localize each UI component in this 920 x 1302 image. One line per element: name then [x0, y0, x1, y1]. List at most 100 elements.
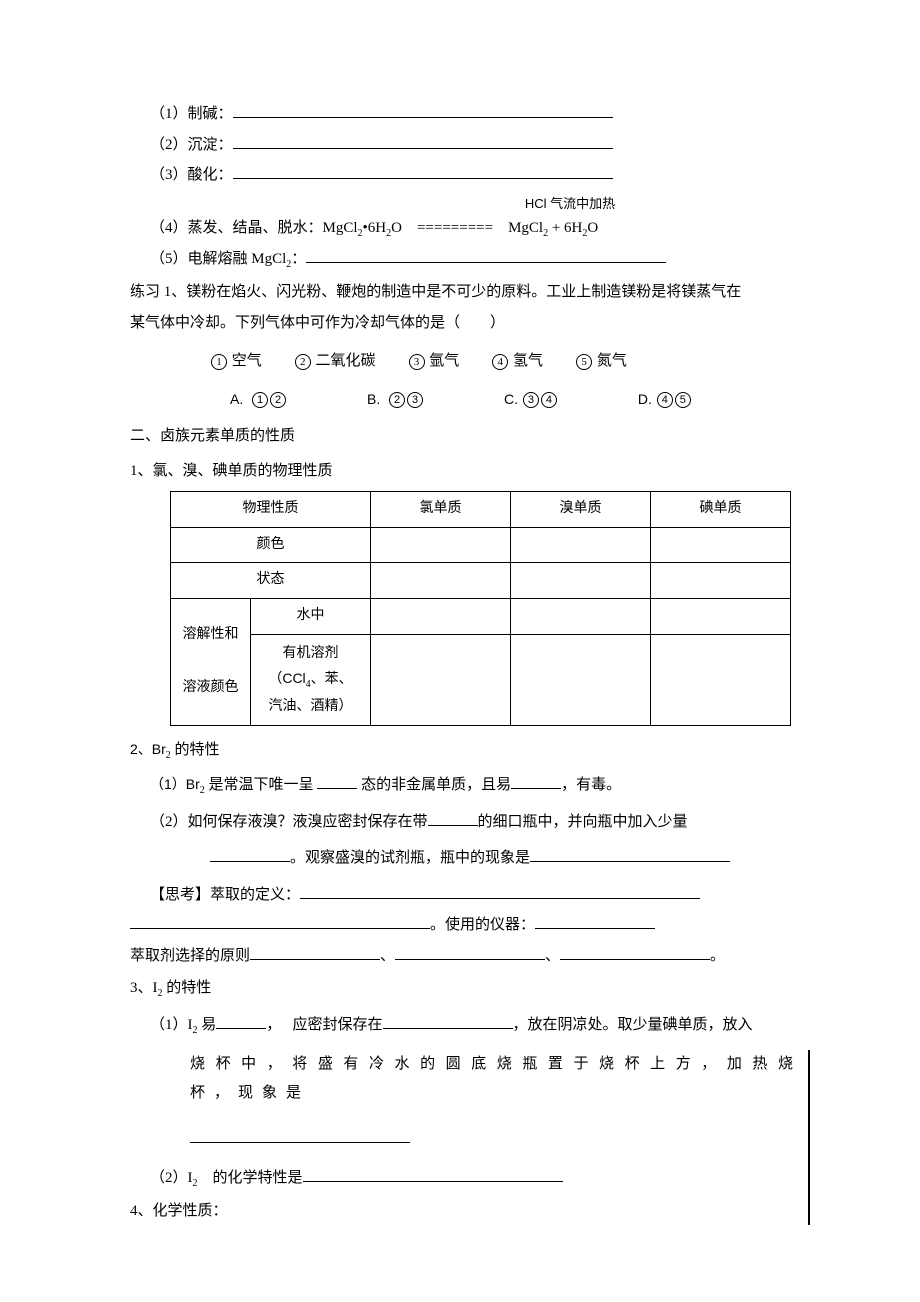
i2-m: 的化学特性是 [198, 1170, 303, 1186]
tr-o2p: （CCl [268, 670, 305, 686]
circ-3: 3 [409, 354, 425, 370]
i1-p: （1）I [150, 1017, 193, 1033]
ans-d-c1: 4 [657, 392, 673, 408]
ans-d[interactable]: D. 45 [638, 386, 692, 413]
think-l: 【思考】萃取的定义： [150, 887, 300, 903]
ans-a-l: A. [230, 391, 243, 407]
q5-blank[interactable] [306, 247, 666, 264]
optl-5: 氮气 [597, 353, 627, 369]
extract: 萃取剂选择的原则 、 、 。 [130, 942, 810, 971]
br2b-b2[interactable] [530, 846, 730, 863]
br1-m2: 态的非金属单质，且易 [357, 777, 511, 793]
circ-1: 1 [211, 354, 227, 370]
i2-p: （2）I [150, 1170, 193, 1186]
ans-a-c1: 1 [252, 392, 268, 408]
sec4: 4、化学性质： [130, 1197, 802, 1226]
ans-a[interactable]: A. 12 [230, 386, 287, 413]
ans-b-c1: 2 [389, 392, 405, 408]
tr-o3: 汽油、酒精） [255, 694, 366, 719]
cell[interactable] [371, 634, 511, 725]
ext-b2[interactable] [395, 943, 545, 960]
table-row: 颜色 [171, 527, 791, 563]
tr-o1: 有机溶剂 [255, 641, 366, 666]
opt-2: 2 二氧化碳 [294, 347, 376, 376]
q4-m2: O ========= MgCl [391, 220, 543, 236]
optl-4: 氢气 [513, 353, 543, 369]
ans-c-c1: 3 [523, 392, 539, 408]
cell[interactable] [371, 527, 511, 563]
i1: （1）I2 易， 应密封保存在，放在阴凉处。取少量碘单质，放入 [130, 1011, 810, 1040]
cell[interactable] [511, 527, 651, 563]
q5-l: （5）电解熔融 MgCl [150, 251, 286, 267]
cell[interactable] [371, 599, 511, 635]
option-list: 1 空气 2 二氧化碳 3 氩气 4 氢气 5 氮气 [130, 347, 810, 376]
ans-c[interactable]: C. 34 [504, 386, 558, 413]
tr-solub-2: 溶液颜色 [179, 675, 242, 702]
opt-5: 5 氮气 [575, 347, 627, 376]
think2-b2[interactable] [535, 913, 655, 930]
i2: （2）I2 的化学特性是 [130, 1164, 802, 1193]
br2b-b1[interactable] [210, 846, 290, 863]
cell[interactable] [371, 563, 511, 599]
ans-a-c2: 2 [270, 392, 286, 408]
hcl-label: HCl 气流中加热 [330, 192, 810, 217]
q2-label: （2）沉淀： [150, 137, 233, 153]
q3-blank[interactable] [233, 163, 613, 180]
i2-b[interactable] [303, 1165, 563, 1182]
properties-table: 物理性质 氯单质 溴单质 碘单质 颜色 状态 溶解性和溶液颜色 水中 有机溶剂 … [170, 491, 791, 726]
sec2-title: 二、卤族元素单质的性质 [130, 422, 810, 451]
i1-b1[interactable] [216, 1013, 266, 1030]
ext-s1: 、 [380, 948, 395, 964]
tr-state: 状态 [171, 563, 371, 599]
th-br: 溴单质 [511, 492, 651, 528]
tr-o2: （CCl4、苯、 [255, 666, 366, 694]
q4-m1: •6H [363, 220, 387, 236]
tr-solub: 溶解性和溶液颜色 [171, 599, 251, 726]
cell[interactable] [511, 563, 651, 599]
ans-c-l: C. [504, 391, 518, 407]
cell[interactable] [651, 563, 791, 599]
q2: （2）沉淀： [130, 131, 810, 160]
q4-t: + 6H [548, 220, 582, 236]
th-cl: 氯单质 [371, 492, 511, 528]
cell[interactable] [511, 634, 651, 725]
br1-b1[interactable] [317, 772, 357, 789]
ans-b[interactable]: B. 23 [367, 386, 424, 413]
sec2-1: 1、氯、溴、碘单质的物理性质 [130, 457, 810, 486]
i1b: 烧杯中，将盛有冷水的圆底烧瓶置于烧杯上方，加热烧杯，现象是 [130, 1050, 802, 1107]
think: 【思考】萃取的定义： [130, 881, 810, 910]
th-phys: 物理性质 [171, 492, 371, 528]
ans-d-l: D. [638, 391, 652, 407]
ext-p: 萃取剂选择的原则 [130, 948, 250, 964]
q4-l1: （4）蒸发、结晶、脱水：MgCl [150, 220, 358, 236]
opt-3: 3 氩气 [408, 347, 460, 376]
cell[interactable] [651, 634, 791, 725]
s3-e: 的特性 [163, 980, 212, 996]
opt-4: 4 氢气 [491, 347, 543, 376]
ext-s2: 、 [545, 948, 560, 964]
think2-b1[interactable] [130, 913, 430, 930]
br1-m3: ，有毒。 [561, 777, 621, 793]
s22-e: 的特性 [171, 742, 220, 758]
cell[interactable] [651, 599, 791, 635]
cell[interactable] [651, 527, 791, 563]
br2-b1[interactable] [428, 809, 478, 826]
sec2-2: 2、Br2 的特性 [130, 736, 810, 765]
s22-p: 2、Br [130, 741, 166, 757]
q1-blank[interactable] [233, 102, 613, 119]
ext-b3[interactable] [560, 943, 710, 960]
th-i: 碘单质 [651, 492, 791, 528]
i1-m2: ， 应密封保存在 [266, 1017, 382, 1033]
cell[interactable] [511, 599, 651, 635]
i1b-bl[interactable] [190, 1127, 410, 1144]
i1-b2[interactable] [383, 1013, 513, 1030]
q2-blank[interactable] [233, 132, 613, 149]
answer-row: A. 12 B. 23 C. 34 D. 45 [130, 386, 810, 413]
ext-e: 。 [710, 948, 725, 964]
tr-water: 水中 [251, 599, 371, 635]
think-b1[interactable] [300, 882, 700, 899]
q1: （1）制碱： [130, 100, 810, 129]
ext-b1[interactable] [250, 943, 380, 960]
br2b: 。观察盛溴的试剂瓶，瓶中的现象是 [130, 844, 810, 873]
br1-b2[interactable] [511, 772, 561, 789]
